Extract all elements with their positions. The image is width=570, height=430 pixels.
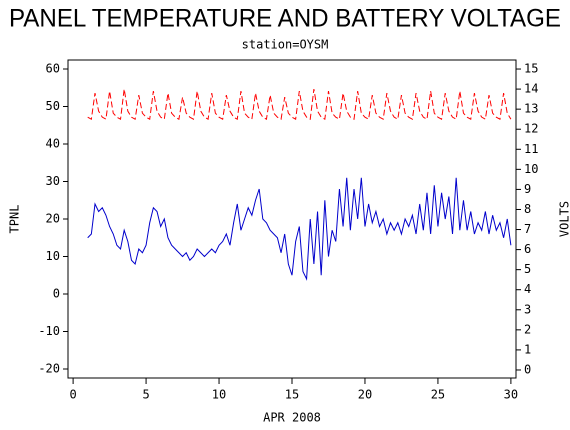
y-tick-label: 40	[46, 137, 60, 151]
data-line	[87, 89, 512, 120]
x-tick-label: 15	[285, 388, 299, 402]
y-tick-label: 60	[46, 62, 60, 76]
x-tick-label: 5	[142, 388, 149, 402]
y2-tick-label: 15	[524, 62, 538, 76]
y2-tick-label: 8	[524, 202, 531, 216]
y2-tick-label: 2	[524, 322, 531, 336]
data-line	[87, 177, 512, 281]
y2-tick-label: 3	[524, 302, 531, 316]
y-axis-label: TPNL	[8, 205, 22, 234]
x-tick-label: 30	[504, 388, 518, 402]
chart-title: PANEL TEMPERATURE AND BATTERY VOLTAGE	[9, 5, 561, 33]
y-tick-label: 10	[46, 249, 60, 263]
y2-tick-label: 6	[524, 242, 531, 256]
x-tick-label: 0	[69, 388, 76, 402]
chart-subtitle: station=OYSM	[242, 38, 329, 52]
y-tick-label: 20	[46, 212, 60, 226]
x-tick-label: 20	[358, 388, 372, 402]
y2-axis-label: VOLTS	[558, 201, 570, 237]
plot-frame	[67, 59, 517, 379]
x-tick-label: 10	[212, 388, 226, 402]
y2-tick-label: 1	[524, 342, 531, 356]
y2-tick-label: 14	[524, 82, 538, 96]
x-tick-label: 25	[431, 388, 445, 402]
y-tick-label: -20	[38, 362, 60, 376]
y2-tick-label: 4	[524, 282, 531, 296]
y-tick-label: 0	[53, 287, 60, 301]
y-tick-label: 30	[46, 174, 60, 188]
x-axis-label: APR 2008	[263, 411, 321, 425]
y2-tick-label: 11	[524, 142, 538, 156]
y2-tick-label: 13	[524, 102, 538, 116]
y-tick-label: 50	[46, 99, 60, 113]
y2-tick-label: 0	[524, 362, 531, 376]
y2-tick-label: 5	[524, 262, 531, 276]
y2-tick-label: 9	[524, 182, 531, 196]
y2-tick-label: 7	[524, 222, 531, 236]
y2-tick-label: 12	[524, 122, 538, 136]
y2-tick-label: 10	[524, 162, 538, 176]
y-tick-label: -10	[38, 324, 60, 338]
